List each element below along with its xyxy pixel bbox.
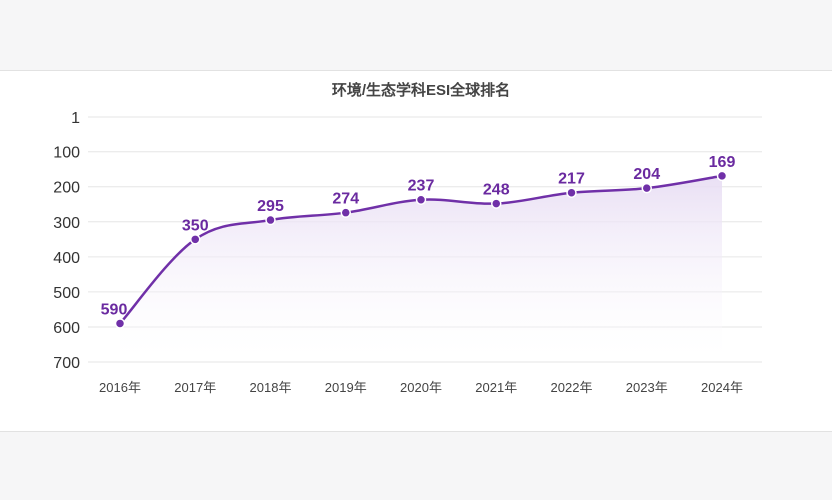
y-tick-label: 700 xyxy=(53,355,80,372)
x-tick-label: 2023年 xyxy=(626,380,668,395)
data-point xyxy=(190,234,201,245)
data-label: 204 xyxy=(633,166,660,183)
data-label: 350 xyxy=(182,217,209,234)
data-point xyxy=(491,198,502,209)
data-label: 590 xyxy=(101,301,128,318)
data-point xyxy=(415,194,427,205)
data-point xyxy=(265,214,276,226)
data-label: 248 xyxy=(483,182,510,199)
y-tick-label: 200 xyxy=(53,180,80,197)
y-tick-label: 400 xyxy=(53,250,80,267)
x-tick-label: 2016年 xyxy=(99,380,141,395)
x-tick-label: 2020年 xyxy=(400,380,442,395)
data-label: 169 xyxy=(709,154,736,171)
data-point xyxy=(716,170,728,182)
x-tick-label: 2022年 xyxy=(551,380,593,395)
chart-title: 环境/生态学科ESI全球排名 xyxy=(332,81,510,99)
x-tick-label: 2024年 xyxy=(701,380,743,395)
data-point xyxy=(566,187,577,198)
y-tick-label: 300 xyxy=(53,215,80,232)
data-point xyxy=(340,207,351,218)
data-label: 217 xyxy=(558,171,585,188)
y-tick-label: 500 xyxy=(53,285,80,302)
data-label: 295 xyxy=(257,198,284,215)
y-tick-label: 600 xyxy=(53,320,80,337)
x-tick-label: 2019年 xyxy=(325,380,367,395)
x-tick-label: 2018年 xyxy=(250,380,292,395)
data-point xyxy=(114,318,126,329)
y-tick-label: 1 xyxy=(71,110,80,127)
data-point xyxy=(641,182,652,194)
data-label: 237 xyxy=(408,178,435,195)
x-tick-label: 2017年 xyxy=(174,380,216,395)
x-tick-label: 2021年 xyxy=(475,380,517,395)
y-tick-label: 100 xyxy=(53,145,80,162)
data-label: 274 xyxy=(332,191,359,208)
